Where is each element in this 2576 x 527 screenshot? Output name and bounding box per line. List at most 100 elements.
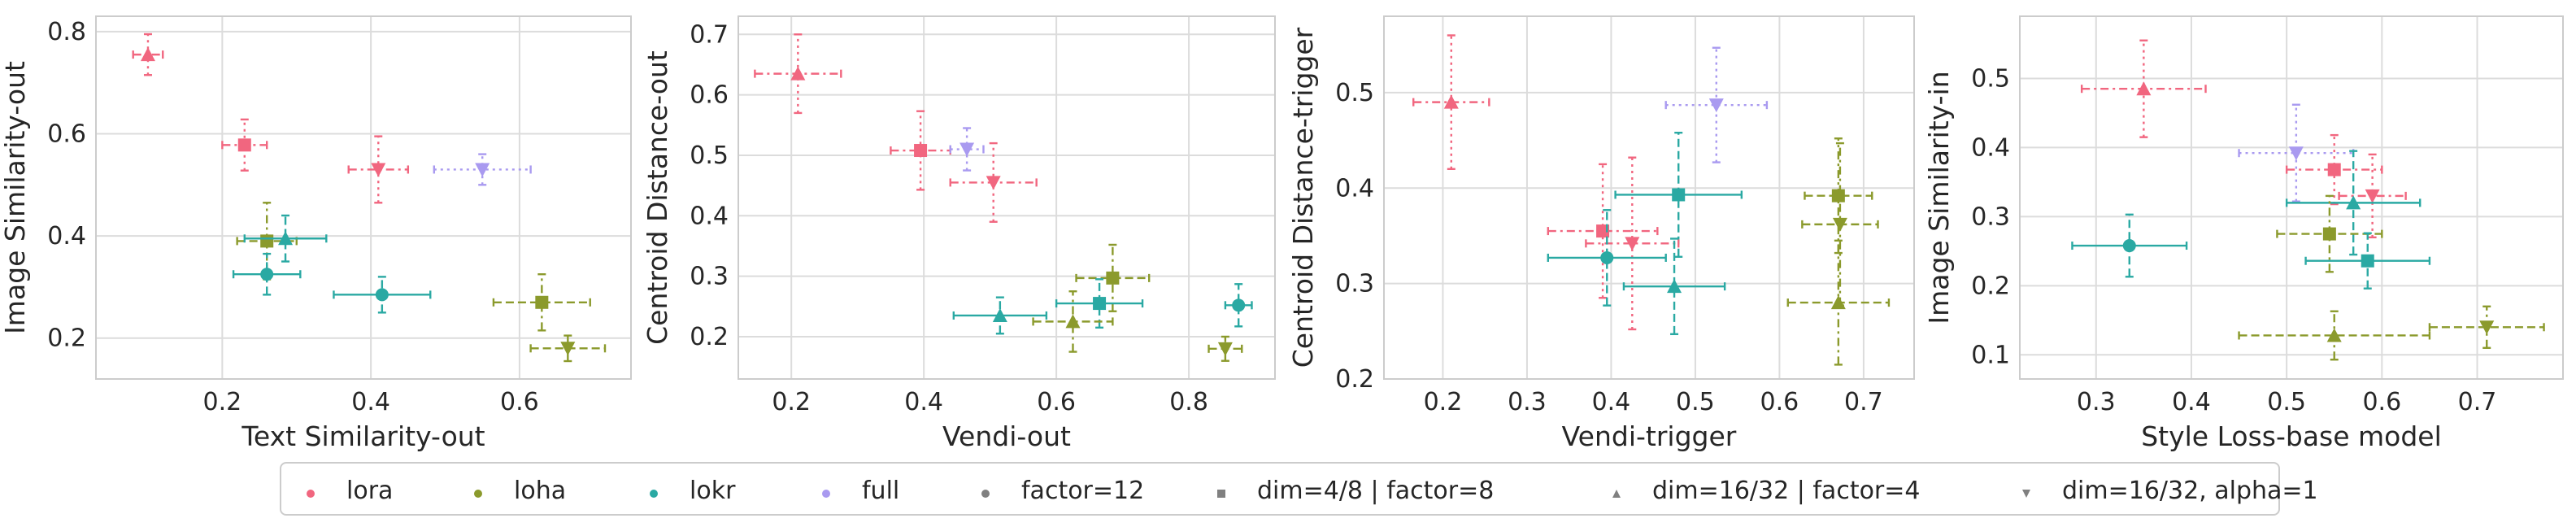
y-tick-label: 0.6 (690, 81, 729, 110)
y-tick-label: 0.3 (690, 263, 729, 291)
marker-square (1106, 271, 1120, 285)
marker-triangle (140, 47, 155, 62)
data-point-lokr-square (1055, 278, 1144, 329)
data-point-lora-triangle (1412, 34, 1490, 170)
x-axis-label: Text Similarity-out (241, 420, 485, 452)
x-tick-label: 0.3 (1508, 388, 1547, 416)
x-tick-label: 0.5 (1676, 388, 1715, 416)
x-tick-label: 0.6 (500, 388, 539, 416)
y-tick-label: 0.2 (1971, 272, 2010, 300)
y-tick-label: 0.2 (47, 324, 86, 353)
marker-circle (2122, 239, 2136, 253)
marker-triangle-down (986, 176, 1001, 190)
x-tick-label: 0.4 (1592, 388, 1631, 416)
data-point-lokr-circle (1224, 283, 1253, 328)
marker-triangle (1830, 295, 1846, 310)
y-tick-label: 0.8 (47, 18, 86, 46)
x-tick-label: 0.2 (772, 388, 811, 416)
legend: lora loha lokr full factor=12 dim=4/8 | … (280, 462, 2318, 517)
data-point-lokr-circle (2071, 213, 2188, 278)
chart-3: 0.2 0.3 0.4 0.5 0.6 0.7 0.2 0.3 0.4 0.5 Vendi-trig… (1287, 15, 1915, 452)
plot-frame (2019, 15, 2564, 380)
legend-item-dim-16-32-alpha-1: dim=16/32, alpha=1 (2021, 464, 2318, 517)
data-point-lora-triangle (2080, 39, 2207, 138)
data-point-loha-square (1075, 243, 1151, 312)
y-axis-label: Image Similarity-in (1923, 71, 1955, 324)
x-tick-label: 0.6 (1760, 388, 1799, 416)
x-tick-label: 0.6 (2362, 388, 2401, 416)
chart-2: 0.2 0.4 0.6 0.8 0.2 0.3 0.4 0.5 0.6 0.7 Vendi-out C… (642, 15, 1276, 452)
data-point-lora-triangle-down (2338, 153, 2407, 239)
marker-square (914, 144, 928, 158)
marker-triangle-down (2479, 320, 2495, 335)
y-tick-label: 0.1 (1971, 341, 2010, 369)
y-axis-label: Image Similarity-out (0, 61, 31, 334)
x-tick-label: 0.7 (1844, 388, 1883, 416)
marker-triangle (1443, 94, 1459, 109)
legend-marker-circle (981, 477, 990, 505)
marker-square (2327, 163, 2341, 176)
marker-square (260, 234, 274, 248)
marker-circle (1232, 298, 1246, 312)
marker-triangle (278, 231, 294, 246)
y-tick-label: 0.3 (1335, 270, 1374, 298)
data-point-full-triangle-down (1664, 46, 1769, 163)
data-point-full-triangle-down (433, 153, 532, 186)
charts-canvas: 0.2 0.4 0.6 0.2 0.4 0.6 0.8 Text Similarity-out… (0, 15, 2564, 452)
data-point-lora-square (890, 110, 951, 191)
data-point-loha-triangle-down (2428, 305, 2545, 349)
marker-triangle (1065, 314, 1081, 329)
y-tick-label: 0.5 (1971, 64, 2010, 93)
legend-marker-lokr (649, 477, 659, 505)
x-tick-label: 0.7 (2458, 388, 2497, 416)
legend-item-factor-12: factor=12 (981, 464, 1144, 517)
x-tick-label: 0.4 (351, 388, 390, 416)
y-tick-label: 0.2 (690, 323, 729, 351)
chart-1: 0.2 0.4 0.6 0.2 0.4 0.6 0.8 Text Similarity-out… (0, 15, 632, 452)
data-point-lokr-square (1614, 131, 1743, 258)
data-point-lora-triangle-down (949, 142, 1038, 223)
data-point-loha-triangle (1786, 239, 1891, 366)
x-axis-label: Vendi-trigger (1562, 420, 1737, 452)
marker-square (2361, 254, 2374, 268)
x-axis-label: Vendi-out (942, 420, 1071, 452)
marker-triangle-down (560, 342, 576, 356)
legend-marker-lora (306, 477, 315, 505)
marker-triangle-down (959, 142, 975, 157)
chart-4: 0.3 0.4 0.5 0.6 0.7 0.1 0.2 0.3 0.4 0.5 Style Loss… (1923, 15, 2564, 452)
data-point-loha-triangle-down (529, 334, 607, 363)
x-tick-label: 0.8 (1169, 388, 1208, 416)
legend-marker-triangle (1612, 477, 1621, 505)
data-point-full-triangle-down (949, 127, 985, 172)
data-point-lokr-circle (232, 252, 302, 296)
marker-triangle-down (2365, 189, 2380, 203)
data-point-loha-square (1804, 137, 1873, 255)
legend-label-dim-4-8: dim=4/8 | factor=8 (1257, 476, 1495, 505)
data-point-loha-triangle-down (1208, 335, 1243, 362)
marker-triangle-down (1708, 98, 1724, 113)
x-tick-label: 0.4 (904, 388, 943, 416)
legend-marker-full (821, 477, 831, 505)
y-tick-label: 0.5 (690, 142, 729, 170)
y-tick-label: 0.6 (47, 120, 86, 148)
y-tick-label: 0.2 (1335, 365, 1374, 394)
marker-triangle-down (1832, 217, 1847, 232)
legend-label-full: full (862, 476, 900, 505)
x-tick-label: 0.2 (1424, 388, 1463, 416)
data-point-lokr-triangle (2285, 150, 2422, 256)
marker-square (1672, 188, 1686, 202)
y-axis-label: Centroid Distance-trigger (1287, 27, 1319, 368)
x-tick-label: 0.3 (2077, 388, 2116, 416)
data-point-lokr-square (2304, 232, 2431, 290)
data-point-lora-square (1547, 163, 1659, 299)
data-point-lora-square (221, 118, 268, 172)
data-point-loha-triangle-down (1801, 142, 1879, 307)
y-tick-label: 0.5 (1335, 79, 1374, 107)
plot-frame (95, 15, 632, 380)
data-point-lokr-circle (333, 276, 432, 314)
marker-square (1831, 189, 1845, 203)
legend-item-lokr: lokr (649, 464, 735, 517)
data-point-lora-square (2285, 133, 2383, 206)
marker-triangle-down (371, 163, 386, 177)
